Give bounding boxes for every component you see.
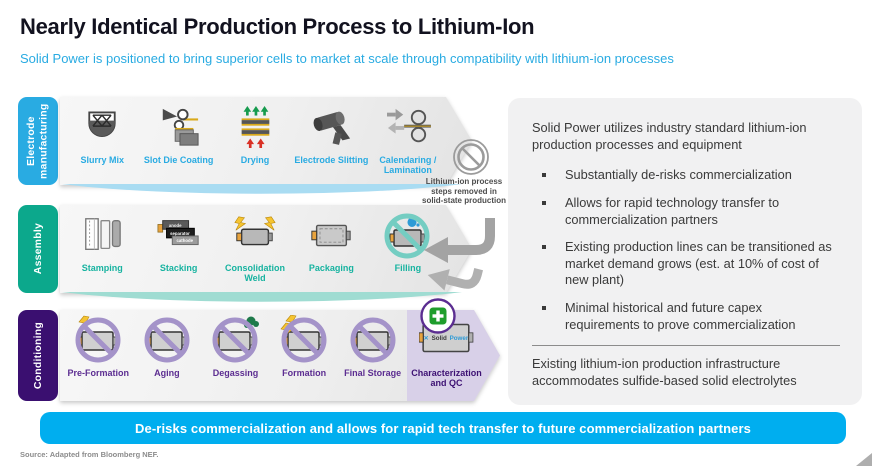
step-calendaring-lamination: Calendaring / Lamination xyxy=(370,101,446,183)
panel-footer-note: Existing lithium-ion production infrastr… xyxy=(532,356,797,388)
removed-note: Lithium-ion process steps removed in sol… xyxy=(422,177,506,206)
step-label: Electrode Slitting xyxy=(294,155,369,165)
svg-text:separator: separator xyxy=(170,231,190,236)
row-label-text: Assembly xyxy=(31,223,44,275)
panel-divider xyxy=(532,345,840,347)
step-pre-formation: Pre-Formation xyxy=(64,314,133,399)
step-label: Characterization and QC xyxy=(411,368,482,389)
step-filling: Filling xyxy=(370,209,446,291)
assembly-band: Stamping anode separator cathode xyxy=(60,205,472,293)
stacking-icon: anode separator cathode xyxy=(156,215,202,255)
aging-icon xyxy=(142,315,192,365)
bullet-text: Minimal historical and future capex requ… xyxy=(565,300,796,332)
row-label-conditioning: Conditioning xyxy=(18,310,58,401)
panel-bullet-list: Substantially de-risks commercialization… xyxy=(532,167,840,333)
step-final-storage: Final Storage xyxy=(338,314,407,399)
step-label: Packaging xyxy=(308,263,354,273)
step-label: Final Storage xyxy=(344,368,402,378)
step-stamping: Stamping xyxy=(64,209,140,291)
row-electrode-manufacturing: Electrode manufacturing xyxy=(18,97,472,185)
calendaring-lamination-icon xyxy=(385,106,431,148)
slot-die-coating-icon xyxy=(158,106,200,148)
svg-text:cathode: cathode xyxy=(176,238,193,243)
key-points-panel: Solid Power utilizes industry standard l… xyxy=(508,98,862,405)
takeaway-banner: De-risks commercialization and allows fo… xyxy=(40,412,846,444)
step-consolidation-weld: Consolidation Weld xyxy=(217,209,293,291)
bullet-item: Substantially de-risks commercialization xyxy=(532,167,840,184)
step-degassing: Degassing xyxy=(201,314,270,399)
no-symbol-icon xyxy=(453,139,489,175)
row-label-electrode-manufacturing: Electrode manufacturing xyxy=(18,97,58,185)
step-formation: Formation xyxy=(270,314,339,399)
step-label: Degassing xyxy=(212,368,259,378)
svg-text:✕ Solid: ✕ Solid Power xyxy=(423,335,468,342)
final-storage-icon xyxy=(348,315,398,365)
banner-text: De-risks commercialization and allows fo… xyxy=(135,420,751,436)
step-label: Consolidation Weld xyxy=(225,263,286,284)
electrode-slitting-icon xyxy=(308,106,354,148)
bullet-text: Allows for rapid technology transfer to … xyxy=(565,194,780,227)
packaging-icon xyxy=(308,215,354,255)
row-assembly: Assembly Stamping xyxy=(18,205,472,293)
formation-icon xyxy=(279,315,329,365)
page-title: Nearly Identical Production Process to L… xyxy=(20,14,535,39)
step-label: Slot Die Coating xyxy=(143,155,214,165)
step-packaging: Packaging xyxy=(293,209,369,291)
row-label-text: Conditioning xyxy=(31,321,44,390)
conditioning-band: Pre-Formation Aging xyxy=(60,310,500,401)
row-label-assembly: Assembly xyxy=(18,205,58,293)
step-label: Drying xyxy=(240,155,270,165)
flow-return-arrows-icon xyxy=(424,218,495,291)
bullet-marker xyxy=(542,173,546,178)
step-label: Filling xyxy=(394,263,422,273)
electrode-band: Slurry Mix Slot Die xyxy=(60,97,472,185)
blue-swoosh xyxy=(62,184,462,194)
step-label: Calendaring / Lamination xyxy=(379,155,437,176)
drying-icon xyxy=(234,106,276,148)
bullet-marker xyxy=(542,200,546,205)
bullet-marker xyxy=(542,245,546,250)
panel-intro: Solid Power utilizes industry standard l… xyxy=(532,120,807,152)
bullet-text: Substantially de-risks commercialization xyxy=(565,167,792,183)
step-slurry-mix: Slurry Mix xyxy=(64,101,140,183)
bullet-item: Allows for rapid technology transfer to … xyxy=(532,195,840,228)
bullet-item: Minimal historical and future capex requ… xyxy=(532,300,840,333)
step-label: Pre-Formation xyxy=(67,368,130,378)
corner-triangle-icon xyxy=(856,453,872,466)
teal-swoosh xyxy=(62,292,462,302)
page-subtitle: Solid Power is positioned to bring super… xyxy=(20,51,674,66)
step-slot-die-coating: Slot Die Coating xyxy=(140,101,216,183)
bullet-item: Existing production lines can be transit… xyxy=(532,239,840,289)
step-stacking: anode separator cathode Stacking xyxy=(140,209,216,291)
step-label: Formation xyxy=(282,368,327,378)
step-label: Slurry Mix xyxy=(80,155,124,165)
row-label-text: Electrode manufacturing xyxy=(25,103,50,179)
consolidation-weld-icon xyxy=(232,215,278,255)
step-electrode-slitting: Electrode Slitting xyxy=(293,101,369,183)
pre-formation-icon xyxy=(73,315,123,365)
slurry-mix-icon xyxy=(82,107,122,147)
stamping-icon xyxy=(81,214,123,256)
source-note: Source: Adapted from Bloomberg NEF. xyxy=(20,450,159,459)
step-aging: Aging xyxy=(133,314,202,399)
filling-icon xyxy=(383,210,433,260)
step-label: Aging xyxy=(154,368,180,378)
step-label: Stacking xyxy=(159,263,198,273)
bullet-text: Existing production lines can be transit… xyxy=(565,239,832,288)
bullet-marker xyxy=(542,306,546,310)
degassing-icon xyxy=(210,315,260,365)
svg-text:anode: anode xyxy=(168,223,181,228)
step-drying: Drying xyxy=(217,101,293,183)
row-conditioning: Conditioning xyxy=(18,310,500,401)
qc-plus-icon xyxy=(420,298,456,334)
step-label: Stamping xyxy=(81,263,123,273)
